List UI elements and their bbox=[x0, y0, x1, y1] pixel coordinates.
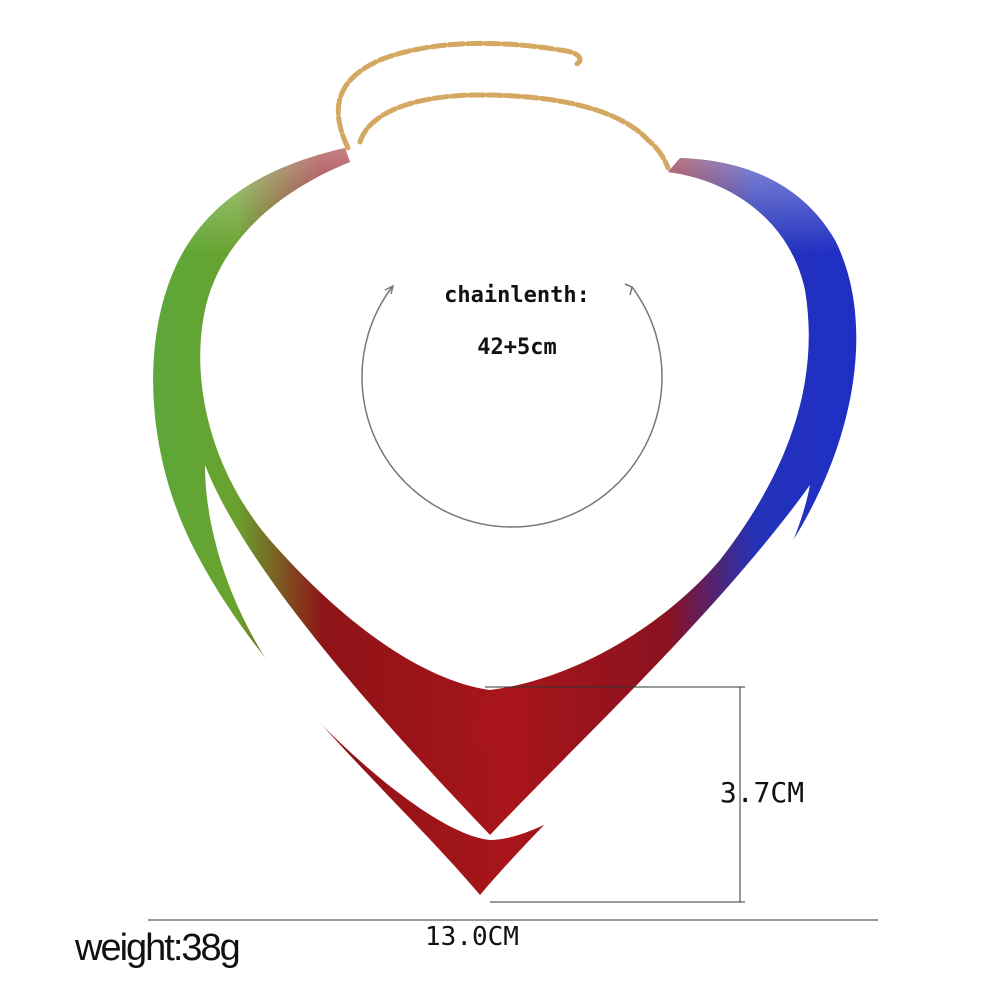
chain bbox=[335, 40, 671, 171]
height-label: 3.7CM bbox=[720, 776, 804, 809]
width-label: 13.0CM bbox=[425, 922, 519, 952]
weight-label: weight:38g bbox=[74, 927, 239, 969]
length-arc bbox=[361, 283, 663, 528]
collar bbox=[153, 148, 857, 895]
dimension-lines bbox=[148, 686, 878, 921]
chain-length: 42+5cm bbox=[477, 335, 556, 360]
chain-label: chainlenth: bbox=[444, 283, 590, 308]
